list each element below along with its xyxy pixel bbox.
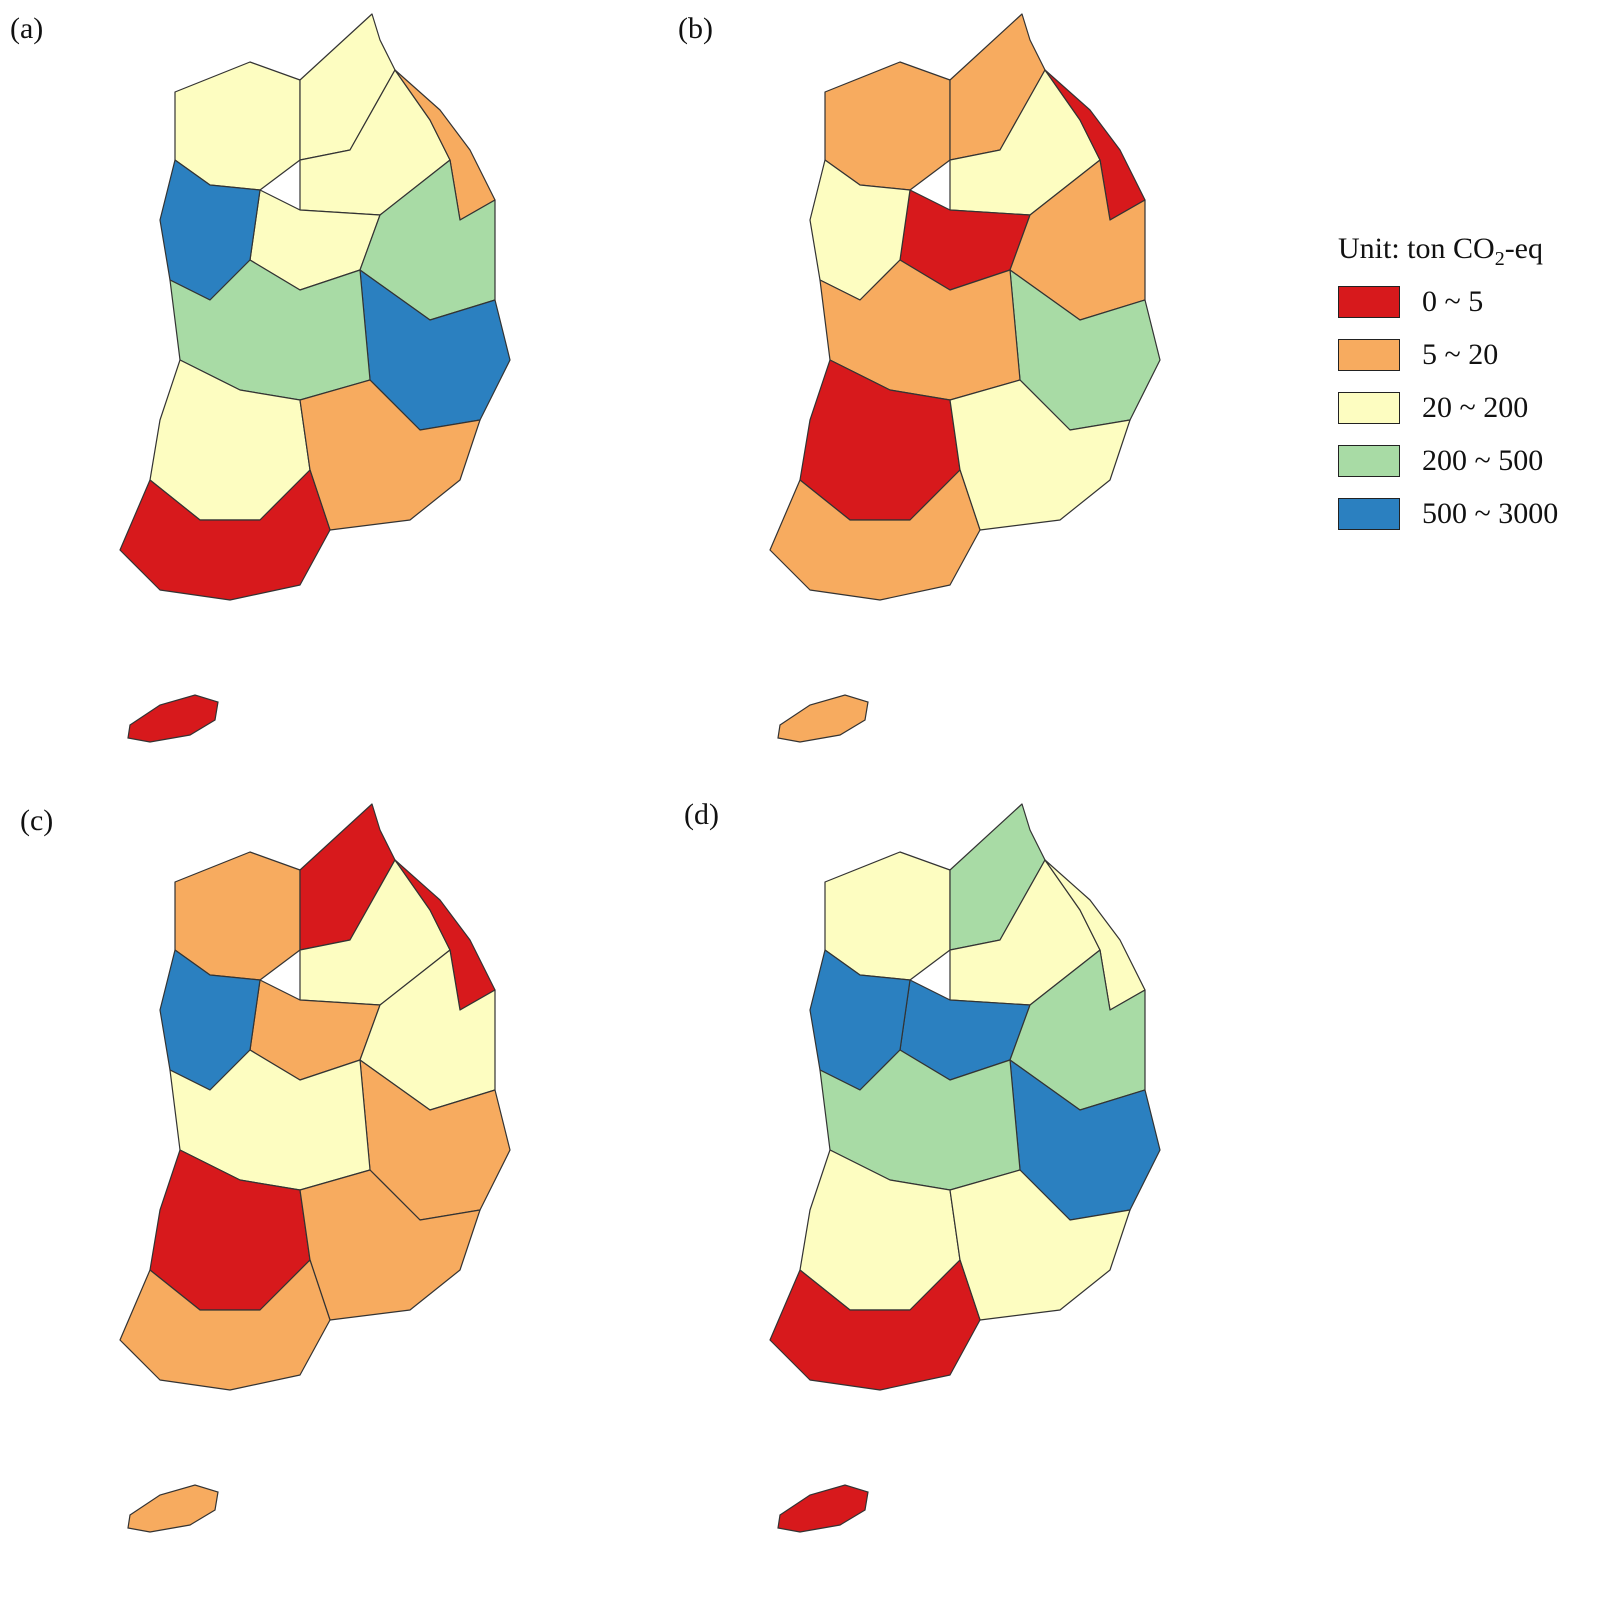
legend-title-prefix: Unit: ton CO [1338, 232, 1495, 265]
panel-label-d: (d) [684, 798, 719, 831]
legend-label: 500 ~ 3000 [1422, 497, 1559, 530]
choropleth-map-d [769, 803, 1161, 1533]
panel-label-a: (a) [10, 12, 44, 45]
map-region [119, 1259, 331, 1391]
map-regions [119, 803, 511, 1533]
map-regions [119, 13, 511, 743]
choropleth-map-b [769, 13, 1161, 743]
panel-label-b: (b) [678, 12, 713, 45]
legend-swatch [1338, 339, 1400, 371]
map-region [174, 851, 301, 981]
map-panel-b: (b) [650, 0, 1450, 790]
legend-title: Unit: ton CO2-eq [1338, 232, 1543, 271]
map-region [769, 1259, 981, 1391]
legend-title-suffix: -eq [1504, 232, 1543, 265]
map-region [824, 851, 951, 981]
map-panel-a: (a) [0, 0, 800, 790]
legend-title-subscript: 2 [1494, 248, 1505, 270]
map-region-jeju [127, 694, 219, 743]
legend-label: 20 ~ 200 [1422, 391, 1529, 424]
map-region-jeju [127, 1484, 219, 1533]
map-region-jeju [777, 1484, 869, 1533]
choropleth-map-c [119, 803, 511, 1533]
map-region [769, 469, 981, 601]
choropleth-map-a [119, 13, 511, 743]
legend-swatch [1338, 445, 1400, 477]
legend-swatch [1338, 498, 1400, 530]
map-panel-d: (d) [650, 790, 1450, 1590]
legend-swatch [1338, 392, 1400, 424]
legend-label: 200 ~ 500 [1422, 444, 1544, 477]
legend-label: 5 ~ 20 [1422, 338, 1499, 371]
map-region [174, 61, 301, 191]
map-region [824, 61, 951, 191]
map-region-jeju [777, 694, 869, 743]
map-legend: Unit: ton CO2-eq 0 ~ 5 5 ~ 20 20 ~ 200 2… [1338, 232, 1558, 530]
panel-label-c: (c) [20, 804, 54, 837]
map-regions [769, 13, 1161, 743]
map-regions [769, 803, 1161, 1533]
legend-label: 0 ~ 5 [1422, 285, 1484, 318]
map-region [119, 469, 331, 601]
map-panel-c: (c) [0, 790, 800, 1590]
legend-swatch [1338, 286, 1400, 318]
